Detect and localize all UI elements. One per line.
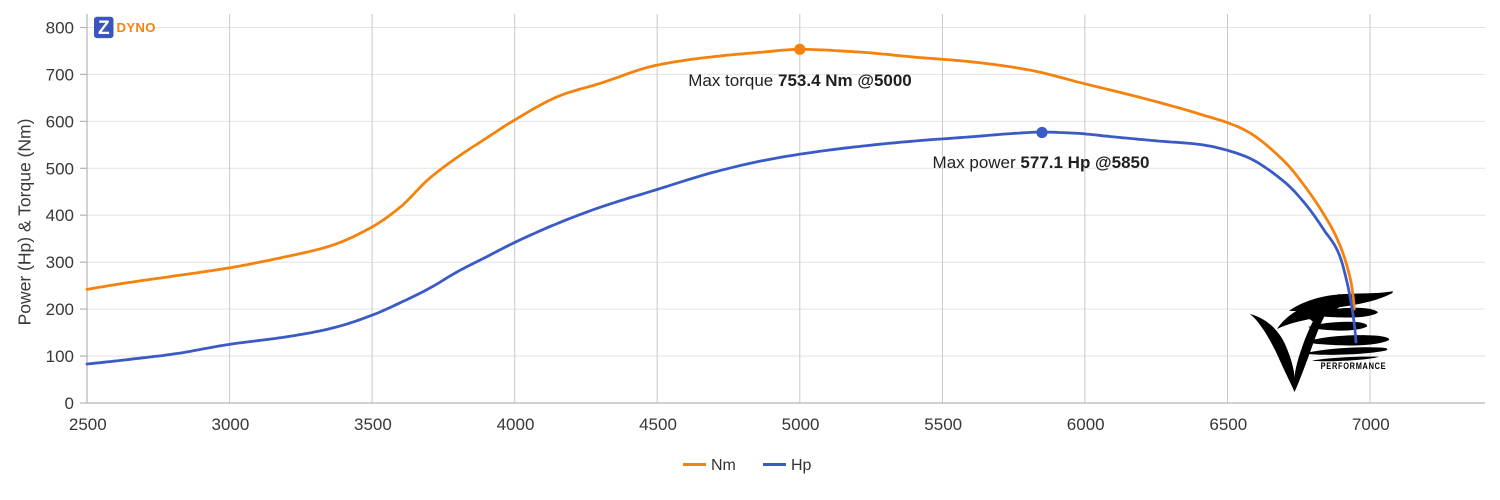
svg-text:200: 200: [46, 300, 74, 319]
svg-text:6500: 6500: [1209, 415, 1247, 434]
svg-text:2500: 2500: [69, 415, 107, 434]
svg-text:3500: 3500: [354, 415, 392, 434]
svg-text:Nm: Nm: [711, 457, 736, 474]
svg-text:0: 0: [65, 394, 74, 413]
svg-text:700: 700: [46, 65, 74, 84]
svg-text:100: 100: [46, 347, 74, 366]
svg-text:4500: 4500: [639, 415, 677, 434]
svg-text:PERFORMANCE: PERFORMANCE: [1321, 360, 1387, 371]
svg-text:5000: 5000: [782, 415, 820, 434]
svg-text:3000: 3000: [211, 415, 249, 434]
svg-text:Max torque 753.4 Nm @5000: Max torque 753.4 Nm @5000: [688, 71, 912, 90]
svg-text:5500: 5500: [924, 415, 962, 434]
svg-text:Power (Hp) & Torque (Nm): Power (Hp) & Torque (Nm): [15, 119, 35, 326]
svg-text:300: 300: [46, 253, 74, 272]
svg-text:Max power 577.1 Hp @5850: Max power 577.1 Hp @5850: [933, 153, 1150, 172]
svg-text:600: 600: [46, 112, 74, 131]
svg-text:7000: 7000: [1352, 415, 1390, 434]
svg-text:800: 800: [46, 19, 74, 38]
svg-text:DYNO: DYNO: [117, 20, 156, 35]
svg-text:Z: Z: [98, 18, 110, 39]
svg-text:400: 400: [46, 206, 74, 225]
svg-text:Hp: Hp: [791, 457, 812, 474]
svg-text:6000: 6000: [1067, 415, 1105, 434]
svg-text:4000: 4000: [497, 415, 535, 434]
svg-text:500: 500: [46, 159, 74, 178]
